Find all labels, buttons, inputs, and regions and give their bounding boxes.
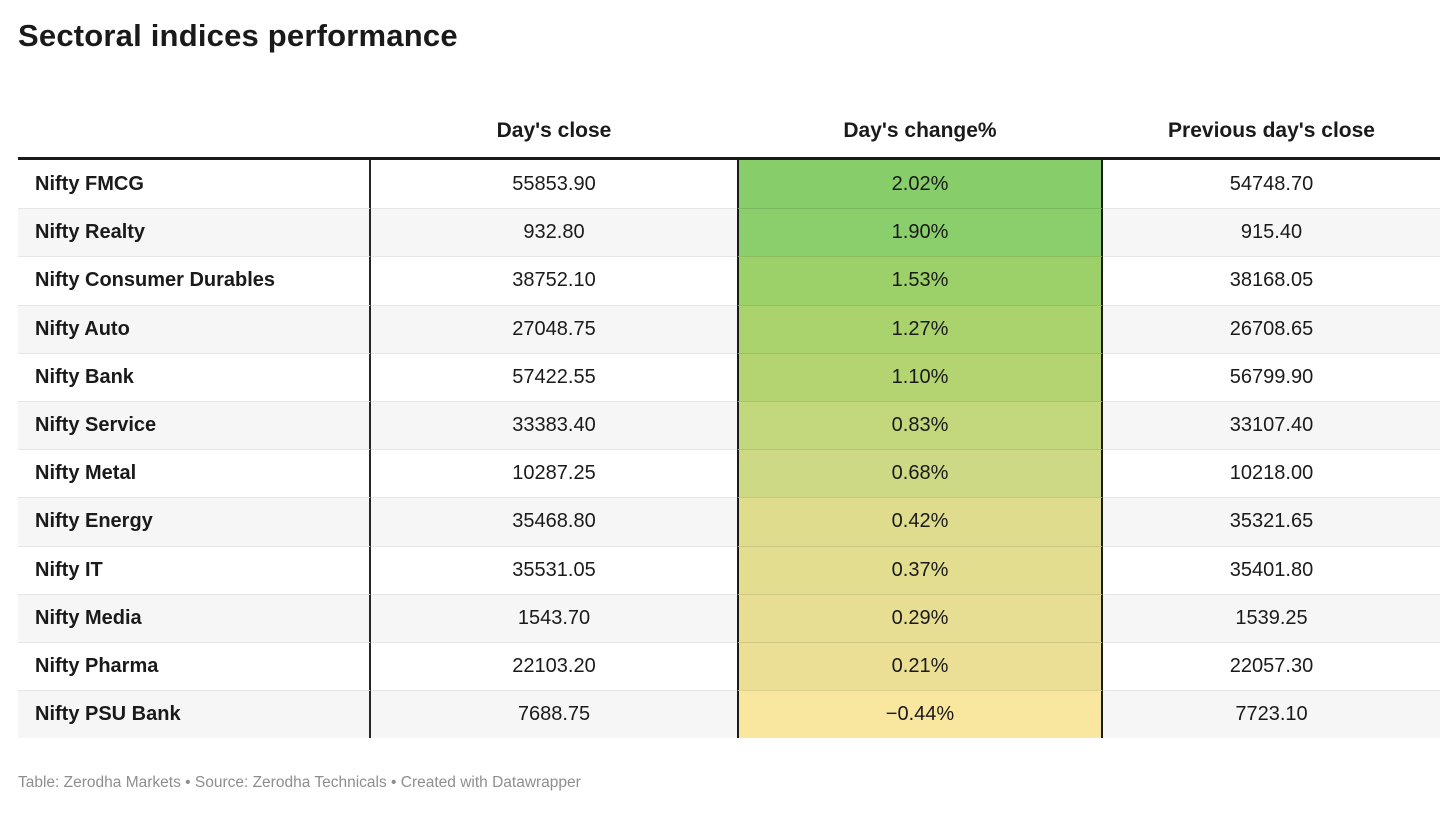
days-close-cell: 932.80 — [371, 208, 737, 256]
table-row: Nifty IT 35531.05 0.37% 35401.80 — [18, 545, 1440, 594]
prev-close-cell: 26708.65 — [1103, 304, 1440, 353]
index-name-cell: Nifty PSU Bank — [18, 690, 371, 739]
prev-close-cell: 35321.65 — [1103, 497, 1440, 545]
table-row: Nifty Metal 10287.25 0.68% 10218.00 — [18, 449, 1440, 498]
col-header-days-close: Day's close — [496, 119, 612, 142]
index-name-cell: Nifty Consumer Durables — [18, 256, 371, 305]
prev-close-cell: 1539.25 — [1103, 593, 1440, 642]
days-change-cell: 0.37% — [737, 545, 1103, 594]
days-change-cell: 0.29% — [737, 593, 1103, 642]
days-change-cell: 1.53% — [737, 256, 1103, 305]
prev-close-cell: 10218.00 — [1103, 449, 1440, 497]
index-name-cell: Nifty Metal — [18, 449, 371, 498]
table-row: Nifty Energy 35468.80 0.42% 35321.65 — [18, 497, 1440, 546]
days-change-cell: 1.90% — [737, 208, 1103, 257]
days-change-cell: 1.27% — [737, 304, 1103, 353]
table-row: Nifty Service 33383.40 0.83% 33107.40 — [18, 400, 1440, 450]
table-body: Nifty FMCG 55853.90 2.02% 54748.70 Nifty… — [18, 160, 1440, 739]
days-close-cell: 10287.25 — [371, 449, 737, 497]
days-change-cell: 1.10% — [737, 352, 1103, 401]
col-header-prev-close: Previous day's close — [1168, 119, 1375, 142]
index-name-cell: Nifty Realty — [18, 208, 371, 257]
days-close-cell: 57422.55 — [371, 352, 737, 401]
prev-close-cell: 7723.10 — [1103, 690, 1440, 738]
page-title: Sectoral indices performance — [18, 18, 458, 53]
index-name-cell: Nifty Energy — [18, 497, 371, 546]
index-name-cell: Nifty IT — [18, 545, 371, 594]
days-close-cell: 55853.90 — [512, 172, 596, 195]
days-close-cell: 7688.75 — [371, 690, 737, 738]
prev-close-cell: 38168.05 — [1103, 256, 1440, 304]
days-close-cell: 27048.75 — [371, 304, 737, 353]
days-close-cell: 35531.05 — [371, 545, 737, 594]
index-name-cell: Nifty FMCG — [18, 160, 371, 209]
col-header-index — [18, 143, 371, 157]
index-name-cell: Nifty Service — [18, 400, 371, 450]
prev-close-cell: 22057.30 — [1103, 641, 1440, 690]
prev-close-cell: 35401.80 — [1103, 545, 1440, 594]
index-name-cell: Nifty Auto — [18, 304, 371, 353]
table-row: Nifty Consumer Durables 38752.10 1.53% 3… — [18, 256, 1440, 305]
days-close-cell: 33383.40 — [371, 400, 737, 449]
prev-close-cell: 56799.90 — [1103, 352, 1440, 401]
days-change-cell: −0.44% — [737, 690, 1103, 739]
index-name-cell: Nifty Bank — [18, 352, 371, 401]
days-change-cell: 0.42% — [737, 497, 1103, 546]
days-change-cell: 0.83% — [737, 400, 1103, 450]
prev-close-cell: 915.40 — [1103, 208, 1440, 256]
days-close-cell: 1543.70 — [371, 593, 737, 642]
table-row: Nifty PSU Bank 7688.75 −0.44% 7723.10 — [18, 690, 1440, 739]
prev-close-cell: 33107.40 — [1103, 400, 1440, 449]
table-row: Nifty Bank 57422.55 1.10% 56799.90 — [18, 352, 1440, 401]
table-row: Nifty Media 1543.70 0.29% 1539.25 — [18, 593, 1440, 642]
days-close-cell: 22103.20 — [371, 641, 737, 690]
table-row: Nifty Pharma 22103.20 0.21% 22057.30 — [18, 641, 1440, 691]
col-header-days-change: Day's change% — [843, 119, 997, 142]
table-row: Nifty Realty 932.80 1.90% 915.40 — [18, 208, 1440, 257]
table-row: Nifty FMCG 55853.90 2.02% 54748.70 — [18, 160, 1440, 209]
days-change-cell: 0.68% — [737, 449, 1103, 498]
attribution-footer: Table: Zerodha Markets • Source: Zerodha… — [18, 774, 581, 791]
table-header: Day's close Day's change% Previous day's… — [18, 100, 1440, 160]
days-change-cell: 2.02% — [737, 160, 1103, 209]
table-row: Nifty Auto 27048.75 1.27% 26708.65 — [18, 304, 1440, 353]
index-name-cell: Nifty Pharma — [18, 641, 371, 691]
days-change-cell: 0.21% — [737, 641, 1103, 691]
index-name-cell: Nifty Media — [18, 593, 371, 642]
days-close-cell: 35468.80 — [371, 497, 737, 545]
prev-close-cell: 54748.70 — [1229, 172, 1314, 195]
days-close-cell: 38752.10 — [371, 256, 737, 304]
